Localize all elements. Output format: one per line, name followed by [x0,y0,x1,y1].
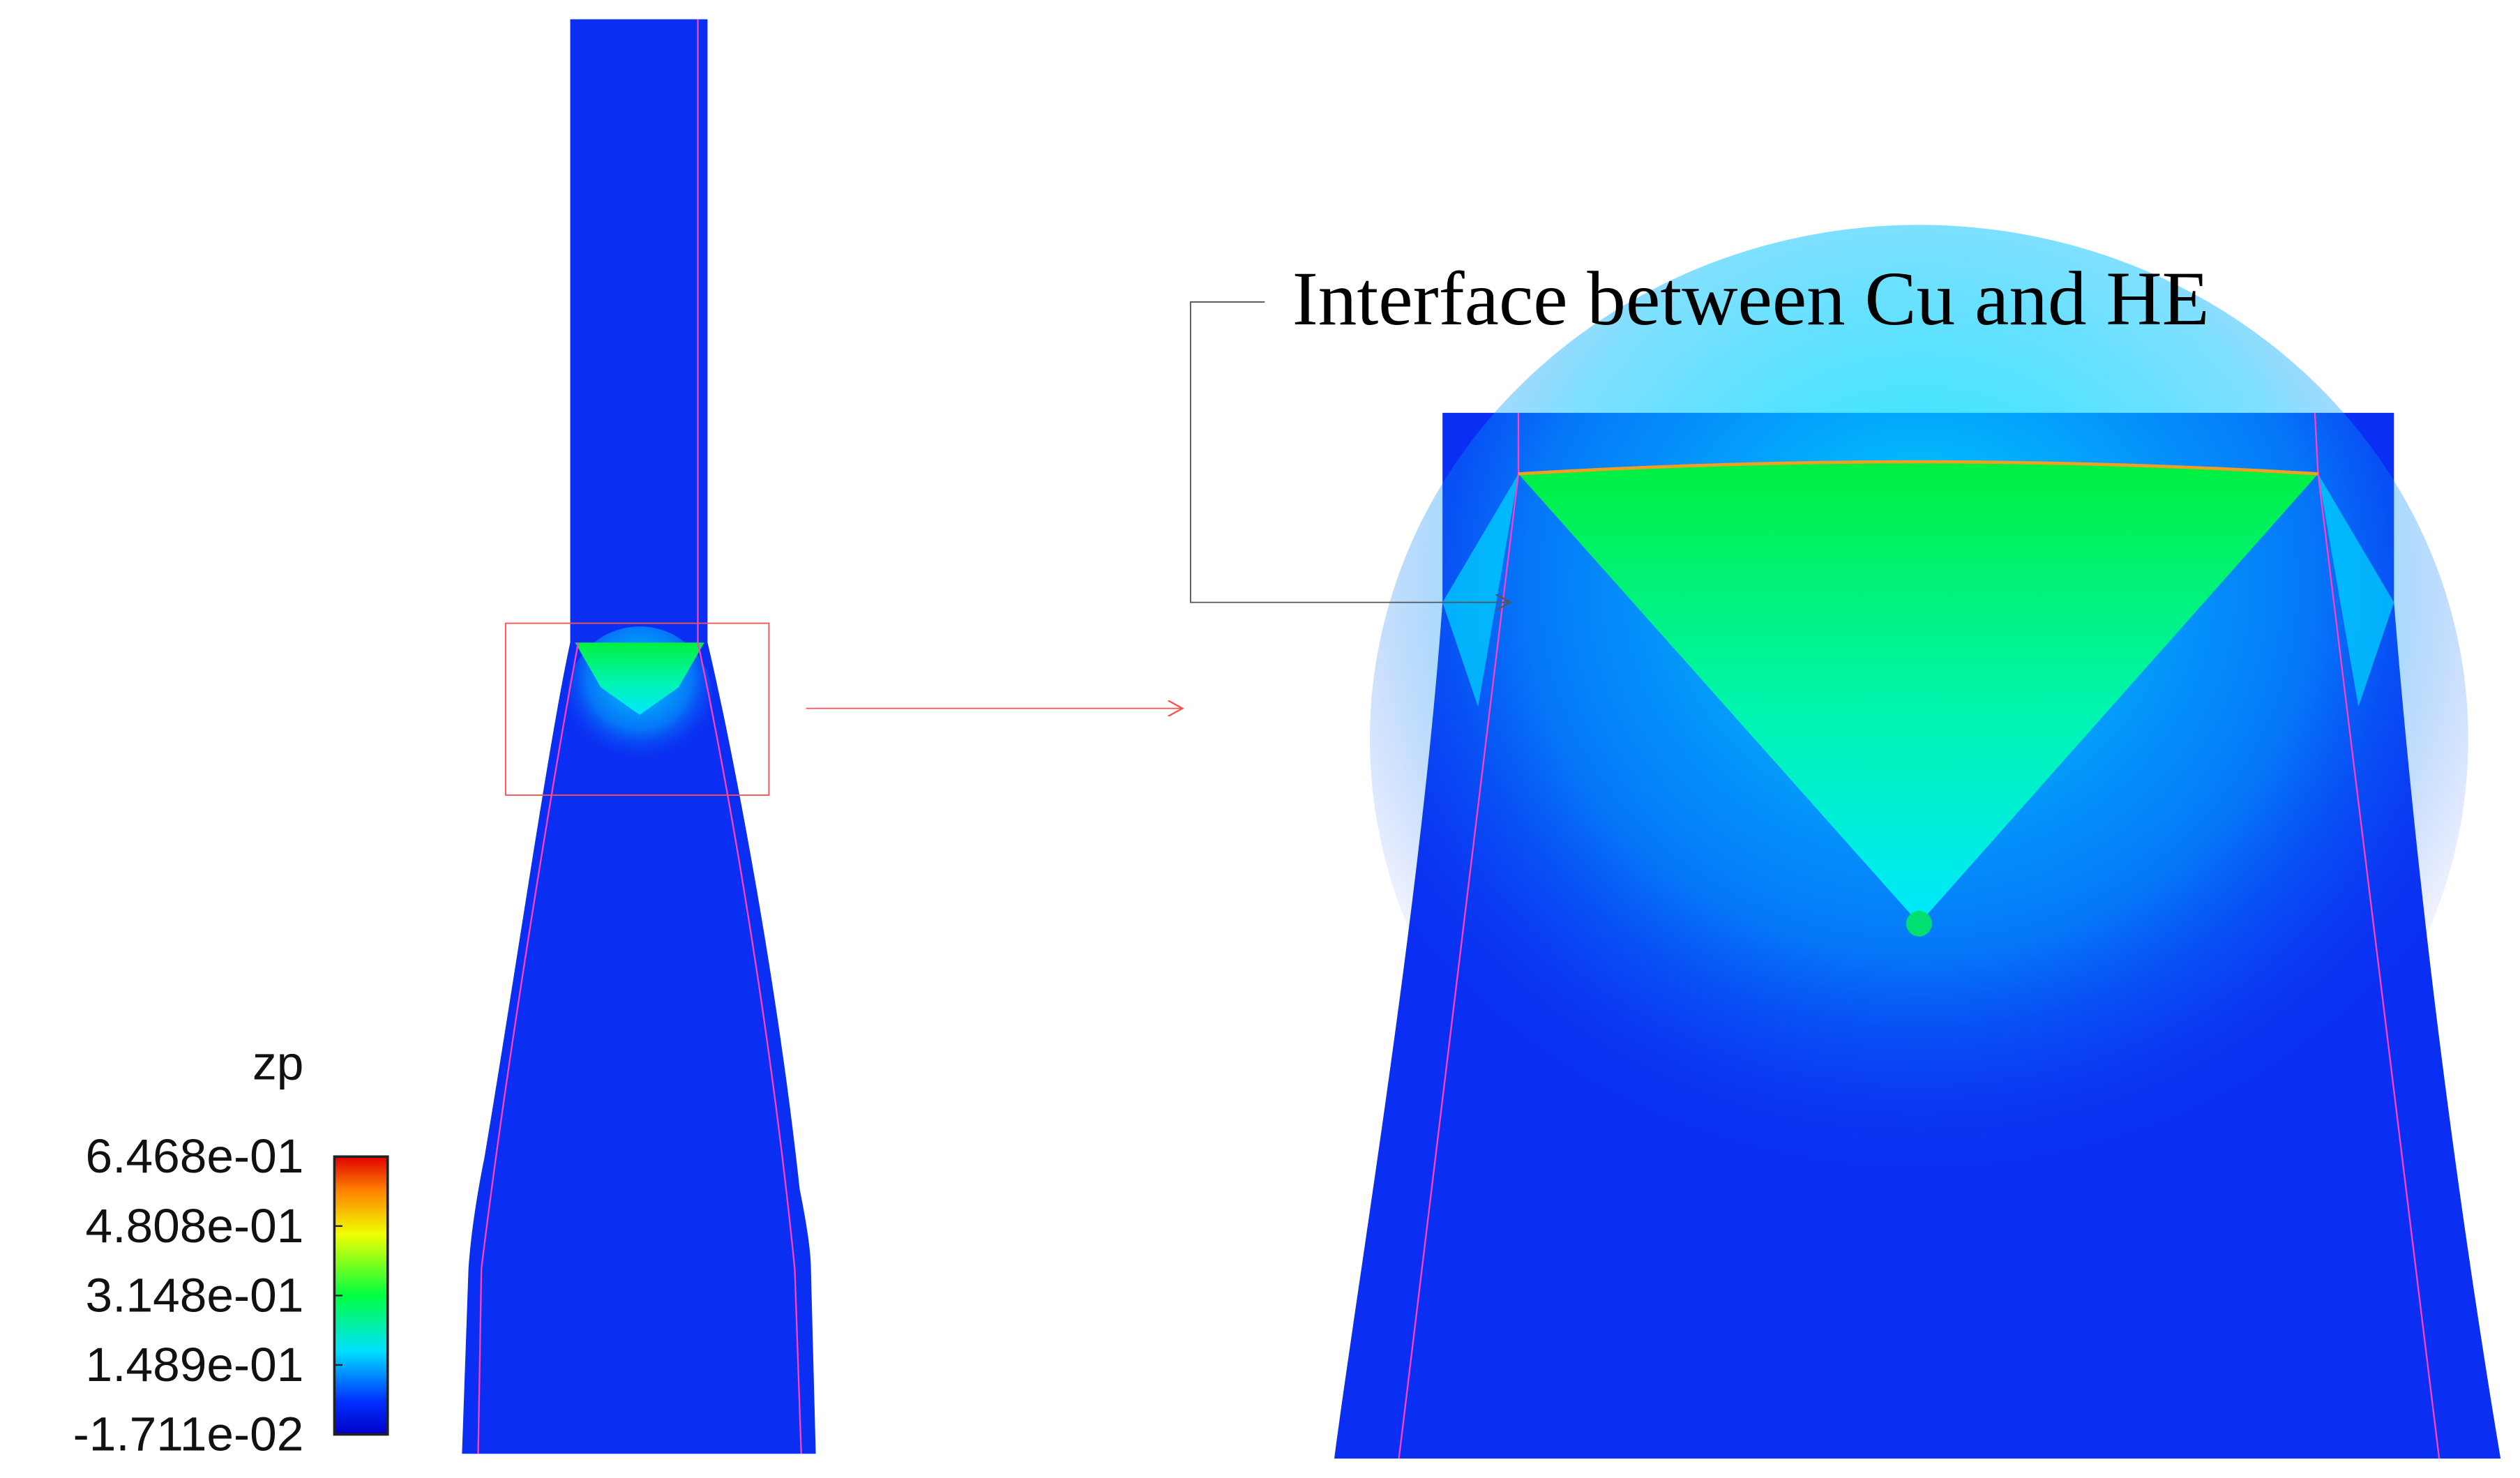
right-wave [1518,462,2318,924]
colorbar-tick-label: 6.468e-01 [86,1129,304,1183]
zoom-box [504,622,770,796]
annotation: Interface between Cu and HE [1292,255,2210,341]
left-interface [477,19,802,1454]
colorbar-tick-label: 1.489e-01 [86,1337,304,1392]
colorbar [333,1155,389,1436]
scene: Interface between Cu and HE zp 6.468e-01… [73,19,2501,1461]
colorbar-title: zp [252,1036,303,1090]
colorbar-tick-label: -1.711e-02 [73,1407,304,1461]
colorbar-tick-label: 3.148e-01 [86,1268,304,1322]
focus [1906,910,1932,937]
leader-line [1189,301,1511,603]
colorbar-tick-label: 4.808e-01 [86,1198,304,1253]
hot-rim [1518,460,2318,476]
left-cap [575,642,704,715]
